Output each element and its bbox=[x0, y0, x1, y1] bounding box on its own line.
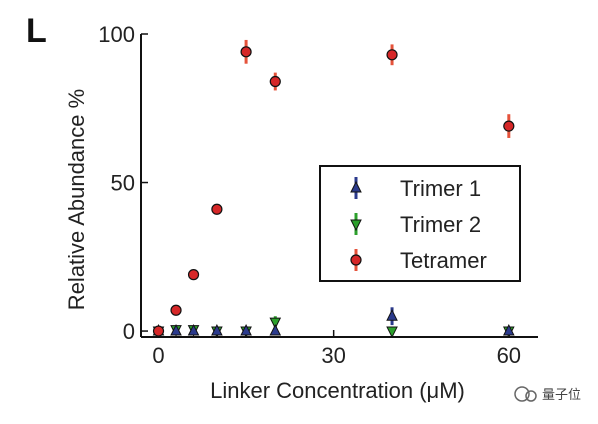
data-point bbox=[187, 323, 200, 336]
legend-label: Trimer 1 bbox=[400, 176, 481, 201]
data-point bbox=[187, 269, 200, 281]
legend-marker bbox=[350, 219, 362, 232]
watermark: 量子位 bbox=[514, 386, 581, 403]
plot-area bbox=[152, 39, 515, 339]
data-point bbox=[211, 323, 223, 336]
legend-label: Trimer 2 bbox=[400, 212, 481, 237]
series-trimer-1 bbox=[152, 307, 515, 336]
data-point bbox=[503, 120, 515, 132]
x-tick-label: 30 bbox=[321, 343, 345, 368]
legend-items: Trimer 1 Trimer 2 Tetramer bbox=[350, 176, 487, 273]
watermark-text: 量子位 bbox=[542, 388, 581, 403]
legend: Trimer 1 Trimer 2 Tetramer bbox=[319, 165, 521, 282]
data-point bbox=[269, 323, 282, 336]
watermark-logo-icon bbox=[514, 386, 530, 402]
legend-marker bbox=[350, 254, 362, 266]
ticks: 0 50 100 0 30 60 bbox=[98, 22, 521, 368]
y-tick-label: 50 bbox=[111, 171, 135, 196]
y-tick-label: 100 bbox=[98, 22, 135, 47]
data-point bbox=[269, 317, 282, 330]
x-axis-label: Linker Concentration (μM) bbox=[210, 378, 465, 403]
series-tetramer bbox=[152, 39, 515, 337]
x-tick-label: 60 bbox=[497, 343, 521, 368]
data-point bbox=[152, 325, 165, 337]
data-point bbox=[502, 323, 515, 336]
panel-label: L bbox=[26, 12, 47, 50]
data-point bbox=[269, 75, 281, 88]
data-point bbox=[386, 309, 398, 321]
y-tick-label: 0 bbox=[123, 319, 135, 344]
data-point bbox=[170, 323, 182, 336]
y-axis-label: Relative Abundance % bbox=[64, 89, 89, 310]
data-point bbox=[170, 304, 182, 316]
data-point bbox=[386, 49, 398, 61]
data-point bbox=[240, 323, 252, 336]
axes bbox=[140, 34, 538, 338]
legend-marker bbox=[350, 180, 362, 193]
legend-label: Tetramer bbox=[400, 248, 487, 273]
x-tick-label: 0 bbox=[152, 343, 164, 368]
watermark-logo-icon bbox=[525, 390, 537, 402]
data-point bbox=[211, 203, 223, 215]
data-point bbox=[240, 46, 252, 58]
data-point bbox=[386, 326, 398, 339]
